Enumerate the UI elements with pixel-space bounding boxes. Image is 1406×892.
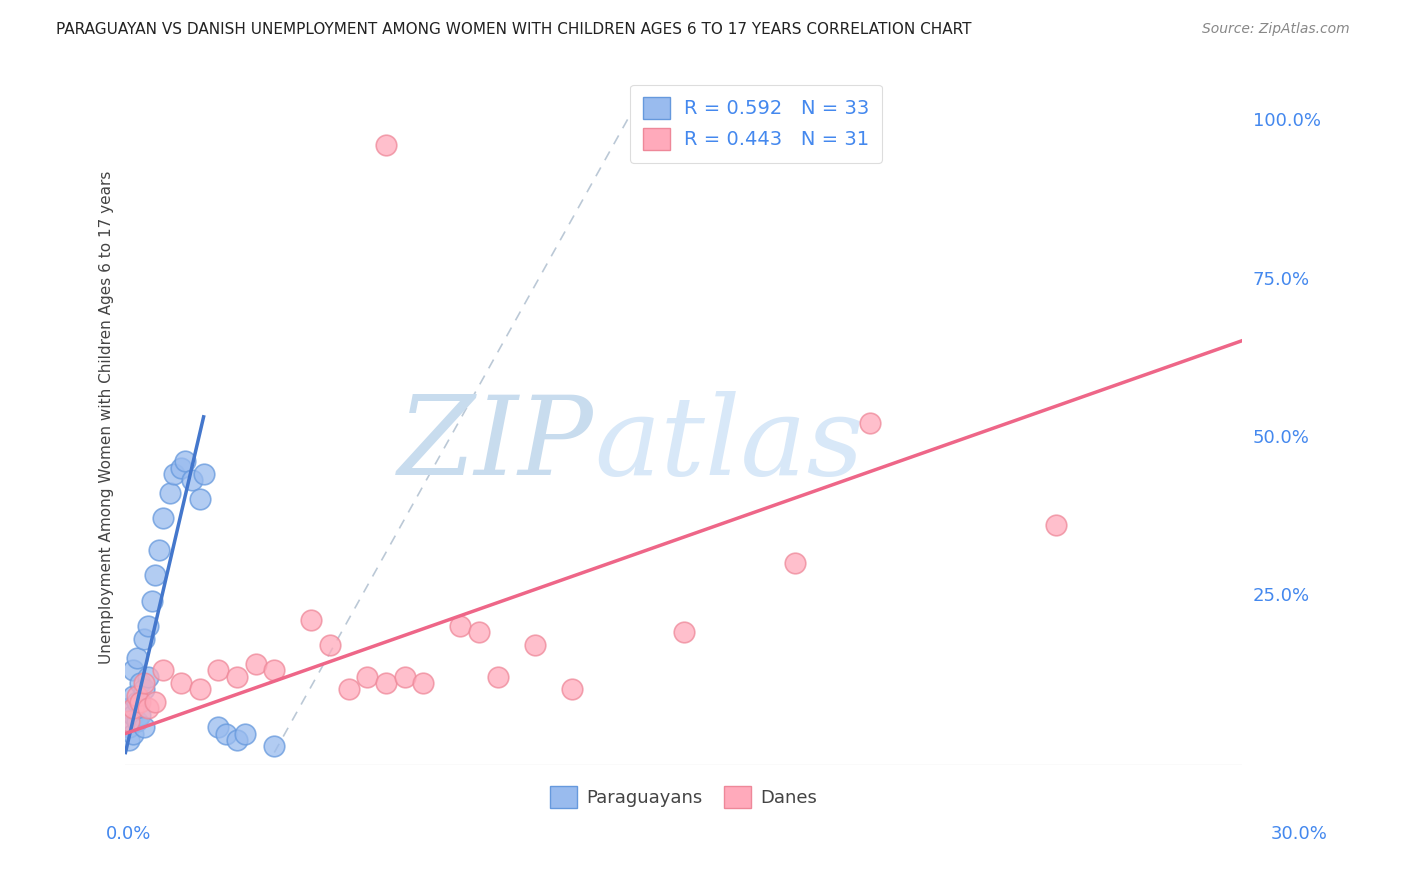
Point (125, 695, 148, 709)
Point (356, 669, 378, 683)
Point (561, 682, 583, 697)
Point (136, 701, 159, 715)
Point (170, 460, 193, 475)
Point (122, 726, 145, 740)
Point (152, 511, 174, 525)
Point (468, 625, 491, 640)
Point (129, 676, 152, 690)
Point (129, 707, 152, 722)
Point (226, 669, 249, 683)
Text: ZIP: ZIP (398, 391, 595, 499)
Point (141, 593, 163, 607)
Point (118, 714, 141, 728)
Point (263, 739, 285, 754)
Point (301, 613, 323, 627)
Point (132, 682, 155, 697)
Y-axis label: Unemployment Among Women with Children Ages 6 to 17 years: Unemployment Among Women with Children A… (100, 170, 114, 664)
Point (122, 701, 145, 715)
Point (125, 689, 148, 703)
Point (672, 625, 695, 640)
Text: 30.0%: 30.0% (1271, 825, 1327, 843)
Point (374, 137, 396, 152)
Point (858, 416, 880, 430)
Point (122, 663, 145, 677)
Point (159, 486, 181, 500)
Point (129, 695, 152, 709)
Point (188, 682, 211, 697)
Point (226, 732, 249, 747)
Point (118, 732, 141, 747)
Point (132, 720, 155, 734)
Point (188, 492, 211, 507)
Point (125, 714, 148, 728)
Point (337, 682, 360, 697)
Point (374, 676, 396, 690)
Point (170, 676, 193, 690)
Point (143, 695, 166, 709)
Point (193, 467, 215, 481)
Text: Source: ZipAtlas.com: Source: ZipAtlas.com (1202, 22, 1350, 37)
Point (136, 669, 159, 683)
Point (233, 726, 256, 740)
Point (1045, 517, 1067, 532)
Point (148, 542, 170, 557)
Point (152, 663, 174, 677)
Point (125, 650, 148, 665)
Text: atlas: atlas (595, 391, 863, 499)
Point (412, 676, 434, 690)
Point (263, 663, 285, 677)
Point (207, 663, 229, 677)
Point (394, 669, 416, 683)
Point (215, 726, 238, 740)
Point (785, 556, 807, 570)
Point (449, 619, 471, 633)
Point (523, 638, 546, 652)
Text: 0.0%: 0.0% (105, 825, 150, 843)
Point (143, 568, 166, 582)
Legend: Paraguayans, Danes: Paraguayans, Danes (543, 779, 824, 815)
Point (319, 638, 342, 652)
Point (136, 619, 159, 633)
Text: PARAGUAYAN VS DANISH UNEMPLOYMENT AMONG WOMEN WITH CHILDREN AGES 6 TO 17 YEARS C: PARAGUAYAN VS DANISH UNEMPLOYMENT AMONG … (56, 22, 972, 37)
Point (163, 467, 186, 481)
Point (122, 707, 145, 722)
Point (118, 720, 141, 734)
Point (132, 676, 155, 690)
Point (181, 473, 204, 487)
Point (132, 632, 155, 646)
Point (118, 701, 141, 715)
Point (486, 669, 509, 683)
Point (245, 657, 267, 671)
Point (207, 720, 229, 734)
Point (174, 454, 197, 468)
Point (122, 689, 145, 703)
